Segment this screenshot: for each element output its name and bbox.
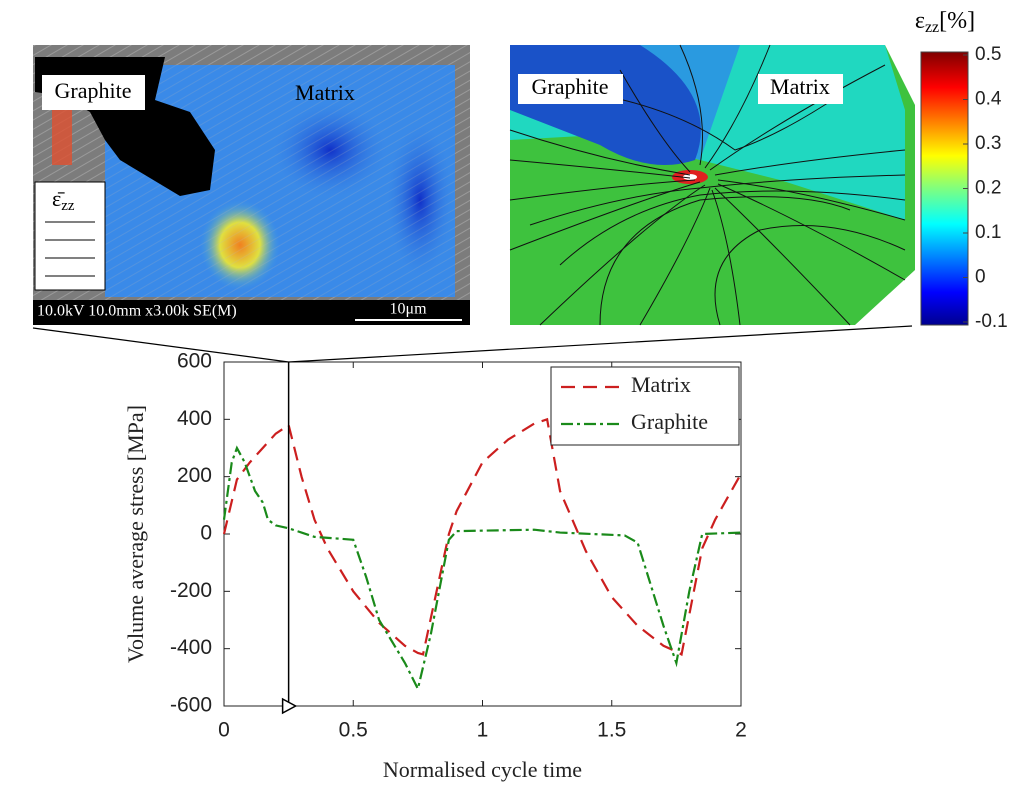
scale-bar-label: 10μm <box>389 301 427 318</box>
y-tick-label: -600 <box>170 694 212 717</box>
y-tick-label: 0 <box>200 522 212 545</box>
colorbar-tick-label: 0.2 <box>975 178 1001 199</box>
colorbar-tick-label: -0.1 <box>975 311 1008 332</box>
y-axis-label: Volume average stress [MPa] <box>123 405 148 663</box>
strain-symbol: ε̄zz <box>52 186 75 214</box>
callout-line <box>288 325 913 363</box>
sem-info: 10.0kV 10.0mm x3.00k SE(M) <box>37 303 237 320</box>
sem-graphite-label: Graphite <box>55 78 132 103</box>
annotation-marker <box>281 697 298 715</box>
x-tick-label: 2 <box>735 719 747 742</box>
sem-matrix-label: Matrix <box>295 80 355 105</box>
y-tick-label: -200 <box>170 579 212 602</box>
y-tick-label: 600 <box>177 350 212 373</box>
colorbar-label-main: ε <box>915 8 925 34</box>
callout-line <box>32 327 289 363</box>
fe-graphite-label: Graphite <box>532 74 609 99</box>
colorbar-tick-label: 0.1 <box>975 222 1001 243</box>
series-line <box>222 445 742 692</box>
legend-label: Matrix <box>631 372 691 397</box>
series-line <box>222 417 742 657</box>
x-tick-label: 0.5 <box>339 719 368 742</box>
fe-image: Graphite Matrix <box>509 44 915 326</box>
x-axis-label: Normalised cycle time <box>383 757 582 782</box>
sem-image: Graphite Matrix ε̄zz 10.0kV 10.0mm x3.00… <box>33 45 470 325</box>
colorbar-tick-label: 0.4 <box>975 89 1002 110</box>
legend-label: Graphite <box>631 409 708 434</box>
colorbar-scale <box>920 51 969 326</box>
legend-box <box>550 366 740 446</box>
fe-matrix-label: Matrix <box>770 74 830 99</box>
colorbar-label-suffix: [%] <box>939 8 975 34</box>
colorbar-tick-label: 0.5 <box>975 44 1001 65</box>
colorbar-tick-label: 0.3 <box>975 133 1001 154</box>
strain-symbol-sub: zz <box>61 198 75 214</box>
colorbar: εzz[%] -0.1 0 0.1 0.2 0.3 0.4 0.5 <box>915 8 1008 333</box>
x-tick-label: 1 <box>477 719 489 742</box>
x-tick-label: 0 <box>218 719 230 742</box>
colorbar-label: εzz[%] <box>915 8 975 36</box>
plot: -600 -400 -200 0 200 400 600 0 0.5 1 1.5 2 Normalise… <box>32 325 913 782</box>
colorbar-label-sub: zz <box>925 19 939 36</box>
colorbar-tick-label: 0 <box>975 267 986 288</box>
y-tick-label: -400 <box>170 636 212 659</box>
x-tick-label: 1.5 <box>597 719 626 742</box>
y-tick-label: 200 <box>177 464 212 487</box>
y-tick-label: 400 <box>177 407 212 430</box>
